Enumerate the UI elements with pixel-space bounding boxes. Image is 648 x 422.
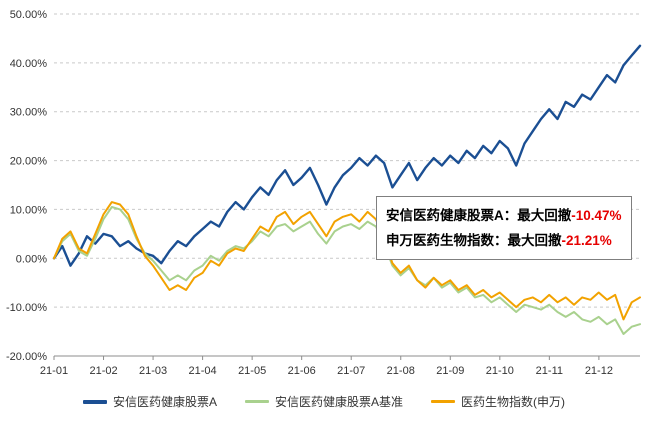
legend-label-index: 医药生物指数(申万) [461,395,566,409]
legend-line-swatch-benchmark [245,400,269,403]
legend-item-fund: 安信医药健康股票A [82,393,217,410]
legend-label-fund: 安信医药健康股票A [112,395,217,409]
annotation-line-fund: 安信医药健康股票A：最大回撤-10.47% [386,203,622,228]
svg-text:21-06: 21-06 [288,365,316,377]
svg-text:50.00%: 50.00% [10,9,48,21]
svg-text:21-05: 21-05 [238,365,266,377]
svg-text:21-12: 21-12 [585,365,613,377]
annotation-fund-label: 安信医药健康股票A：最大回撤 [386,208,572,223]
svg-text:21-04: 21-04 [189,365,217,377]
svg-text:21-02: 21-02 [89,365,117,377]
legend-item-benchmark: 安信医药健康股票A基准 [245,393,403,410]
svg-text:-10.00%: -10.00% [6,302,47,314]
svg-text:30.00%: 30.00% [10,107,48,119]
annotation-fund-value: -10.47% [571,208,622,223]
svg-text:0.00%: 0.00% [16,253,47,265]
svg-text:21-08: 21-08 [387,365,415,377]
annotation-index-value: -21.21% [561,233,612,248]
svg-text:21-07: 21-07 [337,365,365,377]
line-chart-canvas: 50.00% 40.00% 30.00% 20.00% 10.00% 0.00% -10.0… [6,9,642,377]
legend-line-swatch-index [431,400,456,403]
svg-text:21-03: 21-03 [139,365,167,377]
svg-text:20.00%: 20.00% [10,156,48,168]
svg-text:21-10: 21-10 [486,365,514,377]
annotation-index-label: 申万医药生物指数：最大回撤 [386,233,562,248]
legend-label-benchmark: 安信医药健康股票A基准 [275,395,404,409]
svg-text:21-09: 21-09 [436,365,464,377]
svg-text:-20.00%: -20.00% [6,351,47,363]
legend-line-swatch-fund [82,399,107,404]
max-drawdown-annotation: 安信医药健康股票A：最大回撤-10.47% 申万医药生物指数：最大回撤-21.2… [376,196,632,260]
annotation-line-index: 申万医药生物指数：最大回撤-21.21% [386,228,622,253]
svg-text:40.00%: 40.00% [10,58,48,70]
svg-text:21-01: 21-01 [40,365,68,377]
legend-item-index: 医药生物指数(申万) [431,393,565,410]
svg-text:21-11: 21-11 [536,365,563,377]
chart-legend: 安信医药健康股票A 安信医药健康股票A基准 医药生物指数(申万) [0,393,648,410]
svg-text:10.00%: 10.00% [10,204,48,216]
